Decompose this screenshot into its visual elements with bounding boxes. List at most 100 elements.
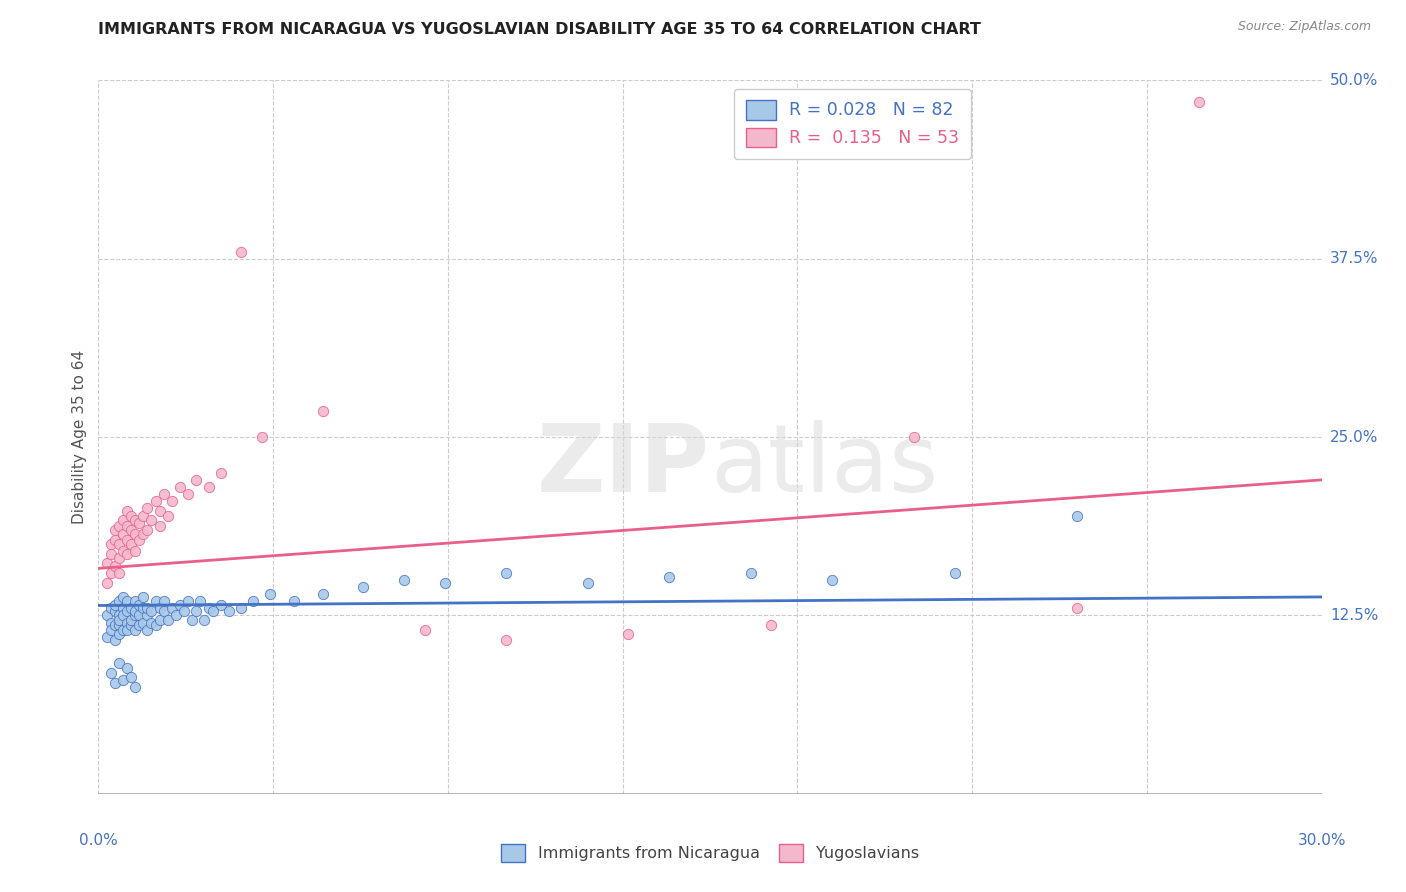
Point <box>115 623 138 637</box>
Point <box>231 601 253 615</box>
Point <box>108 608 131 623</box>
Point <box>115 547 138 561</box>
Point <box>943 566 966 580</box>
Point <box>128 599 150 613</box>
Point <box>136 623 159 637</box>
Point <box>141 513 163 527</box>
Point <box>128 608 150 623</box>
Text: 37.5%: 37.5% <box>1330 252 1378 266</box>
Point <box>132 615 155 630</box>
Point <box>96 575 118 590</box>
Point <box>108 594 131 608</box>
Point <box>209 466 232 480</box>
Point <box>141 615 163 630</box>
Point <box>495 566 517 580</box>
Point <box>115 615 138 630</box>
Point <box>104 558 127 573</box>
Point <box>124 544 146 558</box>
Point <box>115 518 138 533</box>
Text: IMMIGRANTS FROM NICARAGUA VS YUGOSLAVIAN DISABILITY AGE 35 TO 64 CORRELATION CHA: IMMIGRANTS FROM NICARAGUA VS YUGOSLAVIAN… <box>98 22 981 37</box>
Point <box>761 618 783 632</box>
Point <box>100 665 122 680</box>
Point <box>169 480 191 494</box>
Point <box>111 601 134 615</box>
Point <box>111 623 134 637</box>
Point <box>104 618 127 632</box>
Point <box>124 680 146 694</box>
Point <box>132 508 155 523</box>
Point <box>177 487 200 501</box>
Point <box>124 513 146 527</box>
Point <box>111 527 134 541</box>
Point <box>111 673 134 687</box>
Point <box>495 632 517 647</box>
Point <box>124 623 146 637</box>
Point <box>658 570 681 584</box>
Point <box>128 533 150 547</box>
Point <box>115 661 138 675</box>
Point <box>96 608 118 623</box>
Text: Source: ZipAtlas.com: Source: ZipAtlas.com <box>1237 20 1371 33</box>
Point <box>173 604 195 618</box>
Point <box>576 575 599 590</box>
Text: 50.0%: 50.0% <box>1330 73 1378 87</box>
Point <box>100 566 122 580</box>
Point <box>169 599 191 613</box>
Point <box>188 594 212 608</box>
Point <box>124 594 146 608</box>
Point <box>108 518 131 533</box>
Point <box>312 404 335 418</box>
Point <box>821 573 844 587</box>
Point <box>186 604 208 618</box>
Point <box>115 604 138 618</box>
Point <box>124 604 146 618</box>
Point <box>108 551 131 566</box>
Point <box>111 544 134 558</box>
Point <box>312 587 335 601</box>
Point <box>145 494 167 508</box>
Point <box>152 594 174 608</box>
Point <box>145 594 167 608</box>
Text: atlas: atlas <box>710 419 938 512</box>
Point <box>120 601 142 615</box>
Point <box>136 523 159 537</box>
Point <box>132 601 155 615</box>
Text: 30.0%: 30.0% <box>1298 833 1346 847</box>
Point <box>181 613 204 627</box>
Point <box>104 632 127 647</box>
Point <box>259 587 281 601</box>
Point <box>96 630 118 644</box>
Point <box>100 601 122 615</box>
Point <box>115 504 138 518</box>
Point <box>108 656 131 670</box>
Point <box>1066 601 1088 615</box>
Point <box>740 566 762 580</box>
Point <box>111 590 134 604</box>
Point <box>193 613 215 627</box>
Point <box>413 623 436 637</box>
Point <box>100 537 122 551</box>
Y-axis label: Disability Age 35 to 64: Disability Age 35 to 64 <box>72 350 87 524</box>
Point <box>108 618 131 632</box>
Point <box>108 613 131 627</box>
Point <box>120 523 142 537</box>
Point <box>136 501 159 516</box>
Point <box>149 518 172 533</box>
Point <box>120 537 142 551</box>
Point <box>152 604 174 618</box>
Point <box>104 533 127 547</box>
Point <box>120 508 142 523</box>
Point <box>218 604 240 618</box>
Point <box>1188 95 1211 109</box>
Point <box>283 594 305 608</box>
Point <box>132 527 155 541</box>
Point <box>111 513 134 527</box>
Point <box>152 487 174 501</box>
Point <box>145 618 167 632</box>
Point <box>124 608 146 623</box>
Point <box>149 601 172 615</box>
Point <box>120 670 142 684</box>
Point <box>250 430 273 444</box>
Legend: Immigrants from Nicaragua, Yugoslavians: Immigrants from Nicaragua, Yugoslavians <box>495 838 925 868</box>
Text: 12.5%: 12.5% <box>1330 608 1378 623</box>
